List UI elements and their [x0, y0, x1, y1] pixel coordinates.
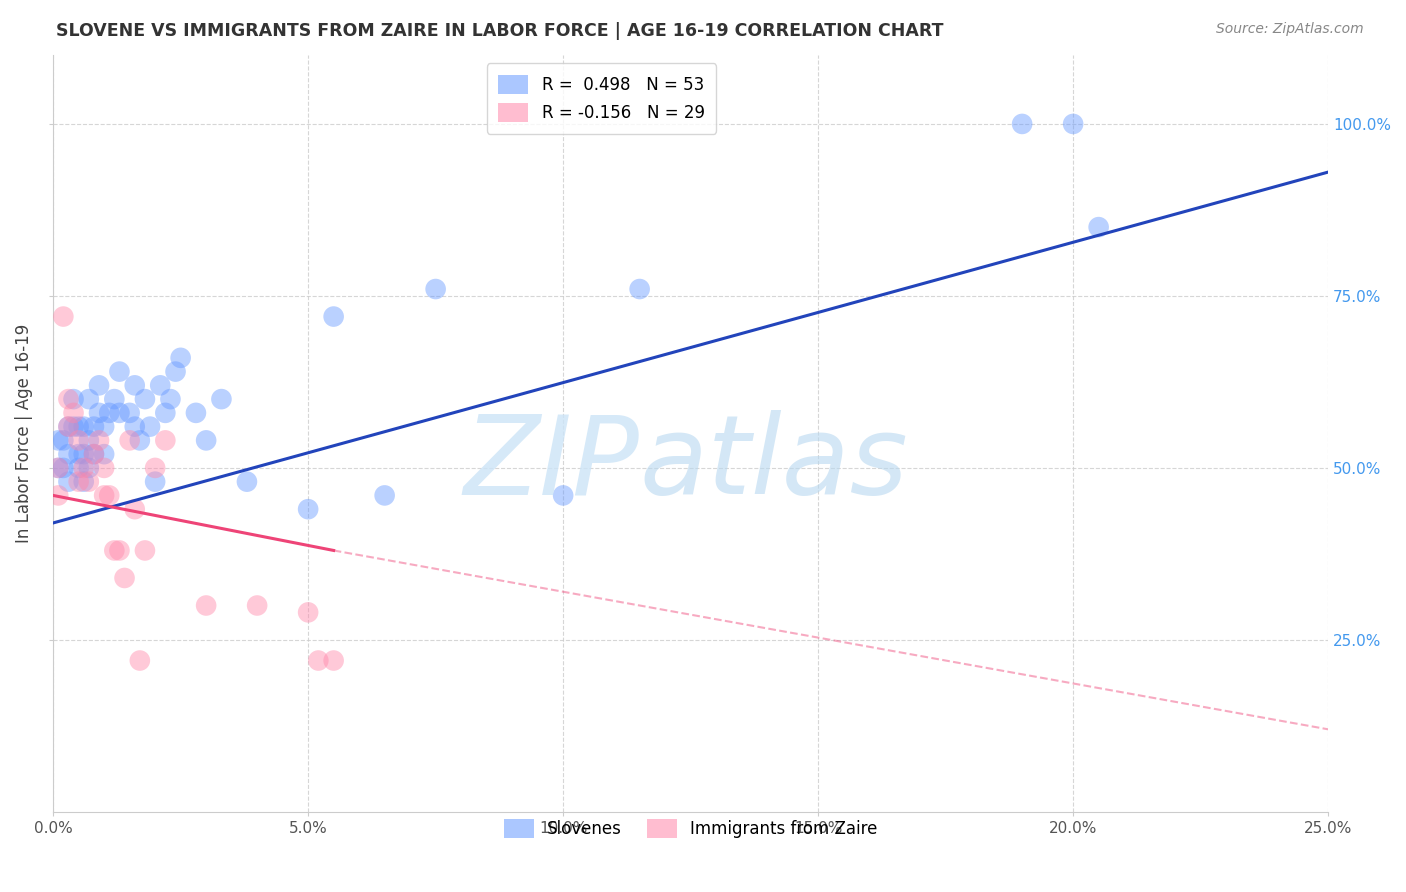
Point — [165, 365, 187, 379]
Point — [93, 461, 115, 475]
Point — [628, 282, 651, 296]
Point — [77, 461, 100, 475]
Point — [52, 434, 75, 448]
Point — [73, 447, 96, 461]
Point — [52, 310, 75, 324]
Point — [169, 351, 191, 365]
Point — [297, 502, 319, 516]
Point — [93, 488, 115, 502]
Point — [134, 392, 156, 406]
Point — [58, 419, 80, 434]
Point — [155, 434, 177, 448]
Point — [46, 434, 69, 448]
Point — [553, 488, 575, 502]
Point — [297, 606, 319, 620]
Point — [73, 461, 96, 475]
Point — [62, 392, 84, 406]
Point — [93, 447, 115, 461]
Point — [87, 378, 110, 392]
Point — [77, 475, 100, 489]
Point — [58, 392, 80, 406]
Point — [83, 447, 105, 461]
Point — [52, 461, 75, 475]
Point — [246, 599, 269, 613]
Text: Source: ZipAtlas.com: Source: ZipAtlas.com — [1216, 22, 1364, 37]
Point — [83, 419, 105, 434]
Point — [67, 475, 90, 489]
Point — [98, 406, 121, 420]
Point — [195, 599, 218, 613]
Point — [307, 654, 329, 668]
Point — [98, 488, 121, 502]
Text: ZIP: ZIP — [464, 410, 640, 517]
Point — [46, 488, 69, 502]
Point — [124, 419, 146, 434]
Point — [103, 543, 125, 558]
Point — [46, 461, 69, 475]
Point — [209, 392, 232, 406]
Point — [103, 392, 125, 406]
Point — [46, 461, 69, 475]
Point — [67, 461, 90, 475]
Point — [374, 488, 396, 502]
Point — [108, 406, 131, 420]
Point — [87, 434, 110, 448]
Point — [67, 419, 90, 434]
Point — [93, 419, 115, 434]
Point — [236, 475, 259, 489]
Point — [195, 434, 218, 448]
Point — [73, 419, 96, 434]
Point — [108, 543, 131, 558]
Point — [124, 378, 146, 392]
Point — [143, 461, 166, 475]
Point — [62, 406, 84, 420]
Point — [128, 654, 150, 668]
Point — [87, 406, 110, 420]
Point — [58, 447, 80, 461]
Point — [67, 434, 90, 448]
Point — [1011, 117, 1033, 131]
Point — [77, 434, 100, 448]
Point — [159, 392, 181, 406]
Point — [118, 434, 141, 448]
Point — [1062, 117, 1084, 131]
Point — [118, 406, 141, 420]
Point — [77, 392, 100, 406]
Point — [128, 434, 150, 448]
Point — [1087, 220, 1109, 235]
Point — [149, 378, 172, 392]
Y-axis label: In Labor Force | Age 16-19: In Labor Force | Age 16-19 — [15, 324, 32, 543]
Point — [322, 310, 344, 324]
Point — [73, 475, 96, 489]
Point — [134, 543, 156, 558]
Point — [114, 571, 136, 585]
Text: atlas: atlas — [640, 410, 908, 517]
Point — [58, 419, 80, 434]
Point — [62, 419, 84, 434]
Point — [139, 419, 162, 434]
Text: SLOVENE VS IMMIGRANTS FROM ZAIRE IN LABOR FORCE | AGE 16-19 CORRELATION CHART: SLOVENE VS IMMIGRANTS FROM ZAIRE IN LABO… — [56, 22, 943, 40]
Point — [83, 447, 105, 461]
Legend: Slovenes, Immigrants from Zaire: Slovenes, Immigrants from Zaire — [496, 813, 884, 845]
Point — [322, 654, 344, 668]
Point — [124, 502, 146, 516]
Point — [143, 475, 166, 489]
Point — [58, 475, 80, 489]
Point — [184, 406, 207, 420]
Point — [155, 406, 177, 420]
Point — [67, 447, 90, 461]
Point — [108, 365, 131, 379]
Point — [425, 282, 447, 296]
